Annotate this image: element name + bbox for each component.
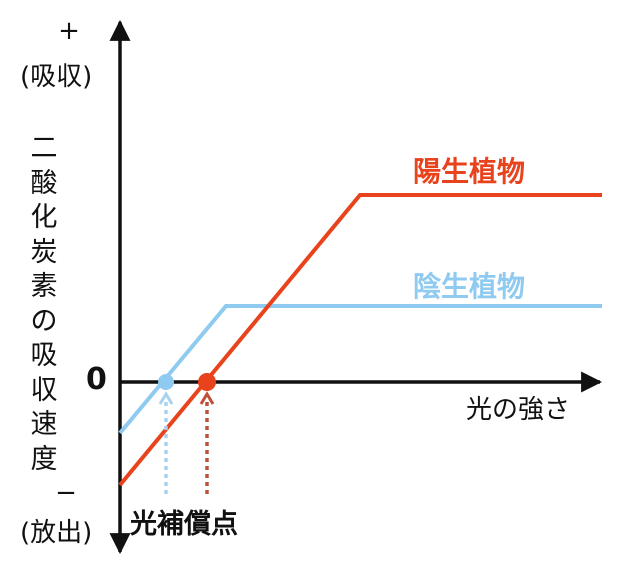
shade-compensation-arrowhead xyxy=(158,391,174,405)
y-negative-sign: − xyxy=(55,478,77,508)
y-negative-note: (放出) xyxy=(20,518,93,548)
y-positive-sign: + xyxy=(58,16,80,46)
y-axis-label: 二酸化炭素の吸収速度 xyxy=(30,133,58,475)
y-positive-note: (吸収) xyxy=(20,62,93,92)
x-axis-label: 光の強さ xyxy=(466,395,571,425)
y-zero-label: 0 xyxy=(86,362,107,397)
compensation-point-label: 光補償点 xyxy=(130,509,238,540)
sun-plant-line xyxy=(118,193,602,487)
shade-plant-legend: 陰生植物 xyxy=(413,270,526,303)
shade-compensation-point xyxy=(158,374,174,390)
sun-compensation-point xyxy=(198,373,216,391)
shade-plant-line xyxy=(118,304,602,435)
sun-compensation-arrowhead xyxy=(199,391,215,405)
sun-plant-legend: 陽生植物 xyxy=(413,155,526,188)
